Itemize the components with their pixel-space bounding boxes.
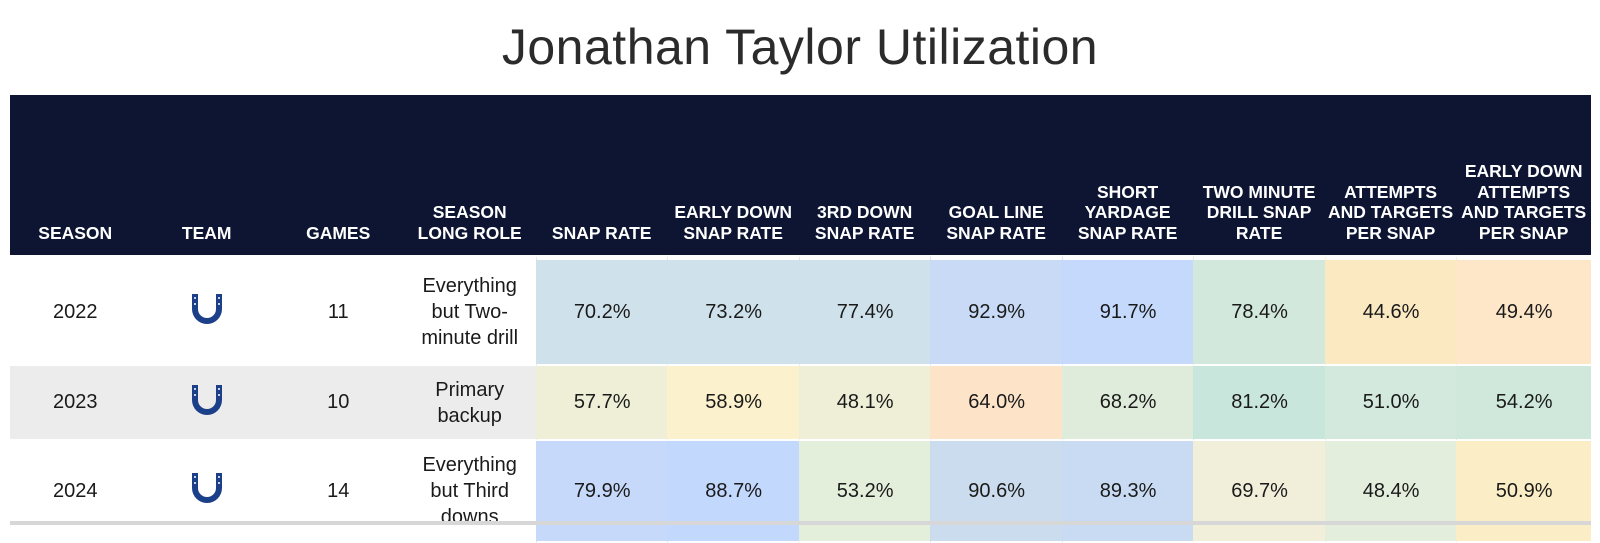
goal-line-snap-rate-cell: 64.0% bbox=[930, 366, 1062, 441]
goal-line-snap-rate-cell: 90.6% bbox=[930, 441, 1062, 543]
table-row: 2023 10 Primary backup 57.7% 58.9% 48.1%… bbox=[10, 366, 1591, 441]
early-down-snap-rate-cell: 88.7% bbox=[667, 441, 799, 543]
table-row: 2024 14 Everything but Third downs 79.9%… bbox=[10, 441, 1591, 543]
role-cell: Everything but Two-minute drill bbox=[403, 255, 536, 366]
team-cell bbox=[140, 441, 273, 543]
chart-title: Jonathan Taylor Utilization bbox=[501, 19, 1099, 75]
games-cell: 11 bbox=[272, 255, 404, 366]
season-cell: 2024 bbox=[10, 441, 141, 543]
goal-line-snap-rate-cell: 92.9% bbox=[930, 255, 1062, 366]
team-cell bbox=[140, 366, 273, 441]
header-row: SEASON TEAM GAMES SEASON LONG ROLE SNAP … bbox=[10, 95, 1591, 255]
team-cell bbox=[140, 255, 273, 366]
horseshoe-logo-icon bbox=[191, 473, 222, 503]
header-team: TEAM bbox=[140, 95, 273, 255]
short-yardage-snap-rate-cell: 89.3% bbox=[1061, 441, 1194, 543]
season-cell: 2023 bbox=[10, 366, 141, 441]
season-cell: 2022 bbox=[10, 255, 141, 366]
header-games: GAMES bbox=[272, 95, 404, 255]
role-cell: Everything but Third downs bbox=[403, 441, 536, 543]
early-down-snap-rate-cell: 58.9% bbox=[667, 366, 799, 441]
header-early-down-attempts-targets-per-snap: EARLY DOWN ATTEMPTS AND TARGETS PER SNAP bbox=[1456, 95, 1591, 255]
short-yardage-snap-rate-cell: 68.2% bbox=[1061, 366, 1194, 441]
3rd-down-snap-rate-cell: 77.4% bbox=[798, 255, 931, 366]
header-short-yardage-snap-rate: SHORT YARDAGE SNAP RATE bbox=[1061, 95, 1194, 255]
snap-rate-cell: 79.9% bbox=[535, 441, 668, 543]
table-bottom-rule bbox=[10, 521, 1591, 525]
games-cell: 10 bbox=[272, 366, 404, 441]
header-goal-line-snap-rate: GOAL LINE SNAP RATE bbox=[930, 95, 1062, 255]
header-season: SEASON bbox=[10, 95, 141, 255]
snap-rate-cell: 70.2% bbox=[535, 255, 668, 366]
two-minute-drill-snap-rate-cell: 81.2% bbox=[1193, 366, 1325, 441]
header-snap-rate: SNAP RATE bbox=[535, 95, 668, 255]
horseshoe-logo-icon bbox=[191, 294, 222, 324]
two-minute-drill-snap-rate-cell: 69.7% bbox=[1193, 441, 1325, 543]
short-yardage-snap-rate-cell: 91.7% bbox=[1061, 255, 1194, 366]
early-down-snap-rate-cell: 73.2% bbox=[667, 255, 799, 366]
attempts-targets-per-snap-cell: 48.4% bbox=[1324, 441, 1457, 543]
early-down-attempts-targets-per-snap-cell: 54.2% bbox=[1456, 366, 1591, 441]
early-down-attempts-targets-per-snap-cell: 49.4% bbox=[1456, 255, 1591, 366]
header-two-minute-drill-snap-rate: TWO MINUTE DRILL SNAP RATE bbox=[1193, 95, 1325, 255]
role-cell: Primary backup bbox=[403, 366, 536, 441]
header-early-down-snap-rate: EARLY DOWN SNAP RATE bbox=[667, 95, 799, 255]
header-season-long-role: SEASON LONG ROLE bbox=[403, 95, 536, 255]
snap-rate-cell: 57.7% bbox=[535, 366, 668, 441]
3rd-down-snap-rate-cell: 53.2% bbox=[798, 441, 931, 543]
horseshoe-logo-icon bbox=[191, 384, 222, 415]
utilization-table: SEASON TEAM GAMES SEASON LONG ROLE SNAP … bbox=[10, 95, 1591, 543]
header-attempts-targets-per-snap: ATTEMPTS AND TARGETS PER SNAP bbox=[1324, 95, 1457, 255]
3rd-down-snap-rate-cell: 48.1% bbox=[798, 366, 931, 441]
early-down-attempts-targets-per-snap-cell: 50.9% bbox=[1456, 441, 1591, 543]
two-minute-drill-snap-rate-cell: 78.4% bbox=[1193, 255, 1325, 366]
attempts-targets-per-snap-cell: 44.6% bbox=[1324, 255, 1457, 366]
attempts-targets-per-snap-cell: 51.0% bbox=[1324, 366, 1457, 441]
games-cell: 14 bbox=[272, 441, 404, 543]
table-row: 2022 11 Everything but Two-minute drill … bbox=[10, 255, 1591, 366]
header-3rd-down-snap-rate: 3RD DOWN SNAP RATE bbox=[798, 95, 931, 255]
